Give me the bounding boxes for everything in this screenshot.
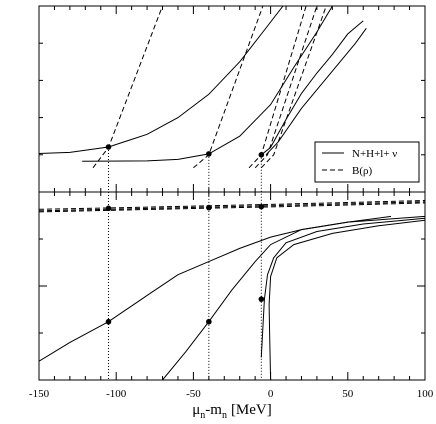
top-data-point-2 [206,151,212,157]
legend-box [314,141,420,183]
legend-label-solid: N+H+l+ ν [352,148,397,160]
bottom-data-point-5 [206,204,212,211]
bottom-data-point-4 [105,205,112,212]
bottom-data-point-6 [258,203,265,210]
bottom-data-point-2 [206,318,212,325]
bottom-series-line-7 [39,202,425,213]
axis-ticks [38,6,426,380]
x-tick-label-3: -50 [186,388,201,400]
x-axis-label-mid: -m [205,402,222,418]
x-axis-label: μn-mn [MeV] [192,402,272,421]
top-series-line-4 [265,28,367,156]
x-axis-label-unit: [MeV] [231,402,272,418]
bottom-series-line-2 [162,215,425,380]
marker-points [105,144,265,325]
bottom-panel-series [39,200,425,380]
top-data-point-1 [105,144,112,150]
top-series-line-2 [82,6,333,162]
x-tick-label-4: 0 [268,388,274,400]
top-series-line-6 [193,6,264,169]
top-series-line-8 [254,6,318,169]
top-series-line-1 [39,6,284,154]
bottom-data-point-1 [105,318,112,325]
top-panel-series [39,6,367,169]
top-data-point-3 [258,152,265,158]
x-tick-label-5: 50 [342,388,354,400]
x-tick-label-6: 100 [417,388,434,400]
legend-label-dashed: B(ρ) [352,165,372,177]
x-tick-label-1: -150 [29,388,50,400]
x-axis-label-mu: μ [192,402,200,418]
x-tick-labels: -150 -100 -50 0 50 100 [29,388,434,400]
bottom-series-line-4 [268,219,425,380]
top-series-line-9 [260,6,327,169]
bottom-data-point-3 [258,296,265,302]
x-tick-label-2: -100 [106,388,127,400]
bottom-series-line-6 [39,201,425,212]
bottom-series-line-5 [39,200,425,210]
x-axis-label-sub1: n [200,410,205,421]
marker-guide-lines [107,146,262,380]
x-axis-label-sub2: n [222,410,227,421]
legend: N+H+l+ ν B(ρ) [314,141,420,183]
bottom-series-line-1 [39,215,392,362]
top-series-line-3 [260,20,364,156]
top-series-line-5 [92,6,163,169]
bottom-series-line-3 [260,217,425,358]
